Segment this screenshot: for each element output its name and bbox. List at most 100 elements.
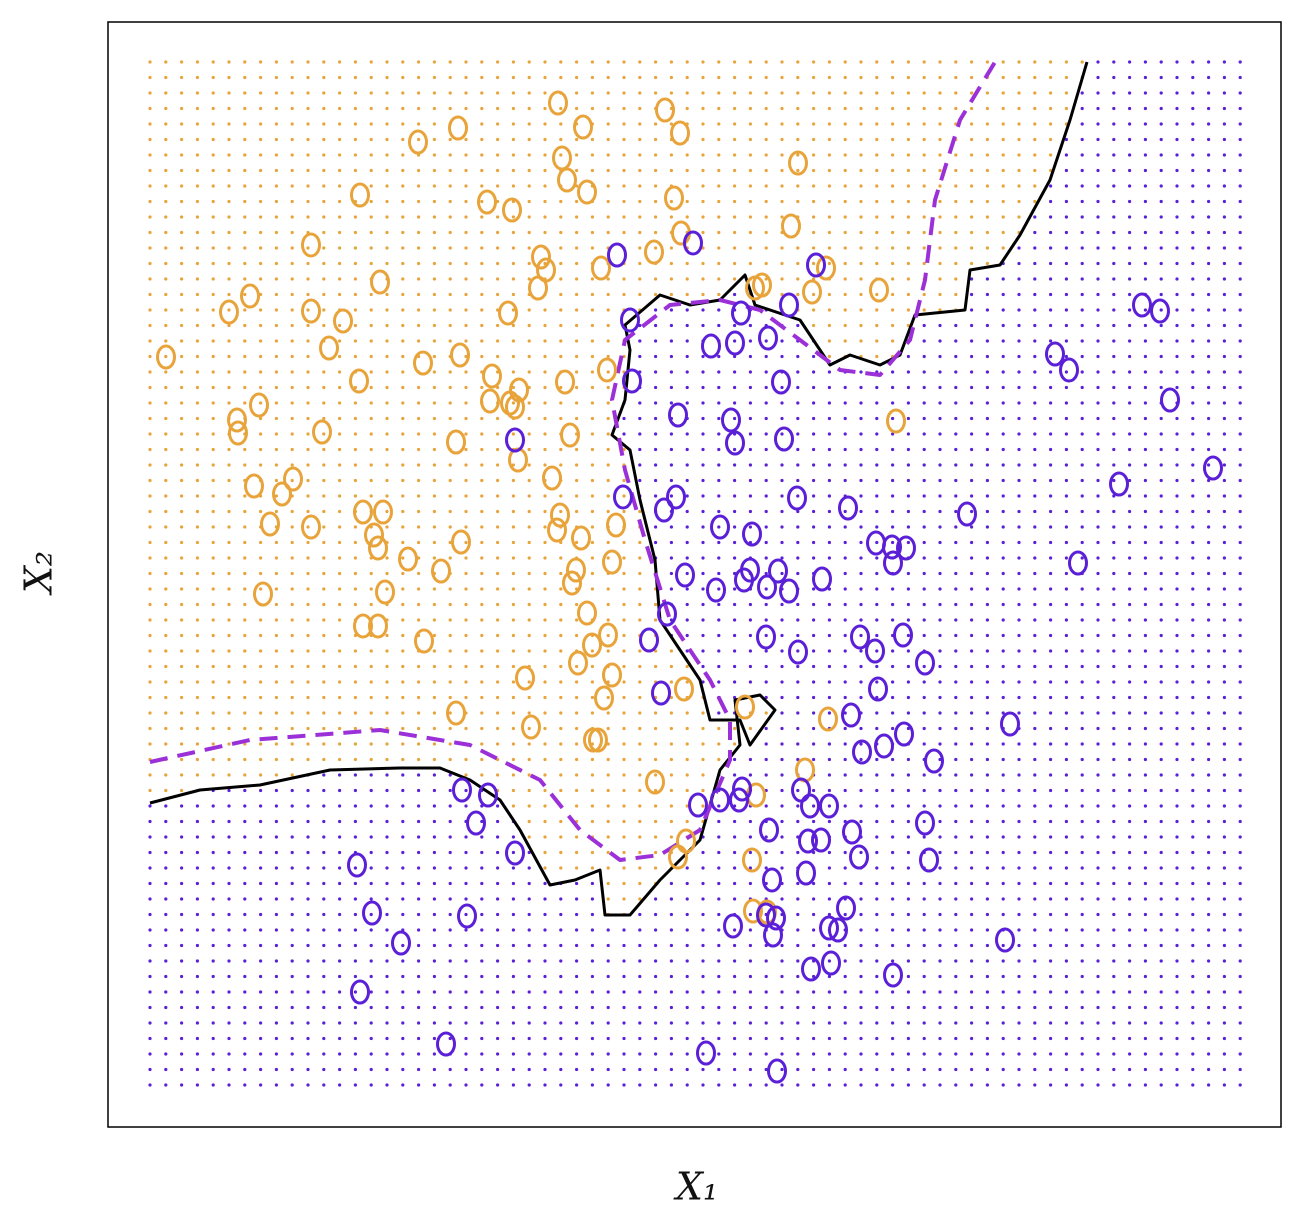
point	[742, 521, 762, 547]
grid-dot	[448, 292, 452, 297]
grid-dot	[496, 184, 500, 188]
grid-dot	[1175, 1052, 1179, 1056]
grid-dot	[654, 1021, 658, 1025]
grid-dot	[1222, 928, 1226, 932]
grid-dot	[796, 1036, 800, 1041]
grid-dot	[1112, 478, 1116, 483]
grid-dot	[1080, 1067, 1084, 1072]
grid-dot	[843, 680, 847, 684]
grid-dot	[1207, 137, 1211, 142]
point	[349, 368, 369, 394]
grid-dot	[796, 618, 800, 622]
grid-dot	[1238, 370, 1242, 374]
grid-dot	[843, 711, 847, 715]
grid-dot	[353, 664, 357, 669]
grid-dot	[1049, 354, 1053, 359]
grid-dot	[622, 742, 626, 746]
grid-dot	[1080, 261, 1084, 266]
grid-dot	[606, 1067, 610, 1072]
grid-dot	[1238, 1067, 1242, 1072]
grid-dot	[733, 540, 737, 545]
grid-dot	[796, 277, 800, 281]
grid-dot	[1001, 91, 1005, 95]
grid-dot	[1159, 757, 1163, 762]
grid-dot	[464, 680, 468, 684]
grid-dot	[511, 788, 515, 793]
grid-dot	[148, 680, 152, 684]
grid-dot	[306, 122, 310, 126]
grid-dot	[306, 897, 310, 901]
grid-dot	[764, 354, 768, 359]
grid-dot	[733, 742, 737, 746]
grid-dot	[1191, 819, 1195, 824]
grid-dot	[1207, 370, 1211, 374]
grid-dot	[243, 680, 247, 684]
point	[882, 534, 902, 560]
grid-dot	[717, 897, 721, 901]
grid-dot	[1001, 1021, 1005, 1025]
grid-dot	[859, 60, 863, 64]
grid-dot	[748, 447, 753, 452]
grid-dot	[1001, 742, 1005, 746]
grid-dot	[511, 649, 515, 653]
grid-dot	[654, 602, 658, 607]
grid-dot	[259, 711, 263, 715]
grid-dot	[954, 726, 958, 731]
grid-dot	[622, 1052, 626, 1056]
grid-dot	[1096, 525, 1100, 529]
grid-dot	[1128, 835, 1132, 839]
grid-dot	[417, 618, 421, 622]
grid-dot	[527, 618, 531, 622]
grid-dot	[764, 370, 768, 374]
grid-dot	[575, 308, 579, 312]
grid-dot	[385, 137, 389, 142]
grid-dot	[1128, 106, 1132, 111]
grid-dot	[195, 1067, 199, 1072]
grid-dot	[243, 1052, 247, 1056]
grid-dot	[922, 711, 926, 715]
grid-dot	[148, 292, 152, 297]
grid-dot	[527, 897, 531, 901]
grid-dot	[496, 292, 500, 297]
grid-dot	[1096, 261, 1100, 266]
grid-dot	[1064, 711, 1068, 715]
grid-dot	[243, 556, 247, 560]
grid-dot	[306, 525, 310, 529]
grid-dot	[875, 184, 879, 188]
grid-dot	[575, 230, 579, 235]
grid-dot	[1128, 587, 1132, 591]
grid-dot	[1143, 990, 1147, 994]
grid-dot	[306, 199, 310, 204]
grid-dot	[543, 742, 547, 746]
grid-dot	[211, 773, 215, 777]
grid-dot	[480, 556, 484, 560]
grid-dot	[985, 742, 990, 746]
grid-dot	[401, 556, 405, 560]
grid-dot	[353, 742, 357, 746]
grid-dot	[432, 525, 436, 529]
grid-dot	[448, 757, 452, 762]
grid-dot	[385, 525, 389, 529]
grid-dot	[764, 122, 768, 126]
grid-dot	[227, 1005, 231, 1010]
grid-dot	[1143, 695, 1147, 700]
grid-dot	[417, 184, 421, 188]
grid-dot	[701, 943, 705, 948]
grid-dot	[1001, 354, 1005, 359]
grid-dot	[717, 1005, 721, 1010]
grid-dot	[338, 153, 342, 157]
grid-dot	[527, 153, 531, 157]
grid-dot	[1222, 463, 1226, 467]
grid-dot	[306, 788, 310, 793]
grid-dot	[559, 695, 563, 700]
grid-dot	[369, 323, 373, 328]
grid-dot	[859, 928, 863, 932]
grid-dot	[180, 897, 184, 901]
grid-dot	[1222, 912, 1226, 917]
grid-dot	[970, 106, 974, 111]
grid-dot	[1207, 1036, 1211, 1041]
grid-dot	[812, 540, 816, 545]
grid-dot	[875, 881, 879, 886]
grid-dot	[496, 509, 500, 514]
grid-dot	[717, 804, 721, 808]
